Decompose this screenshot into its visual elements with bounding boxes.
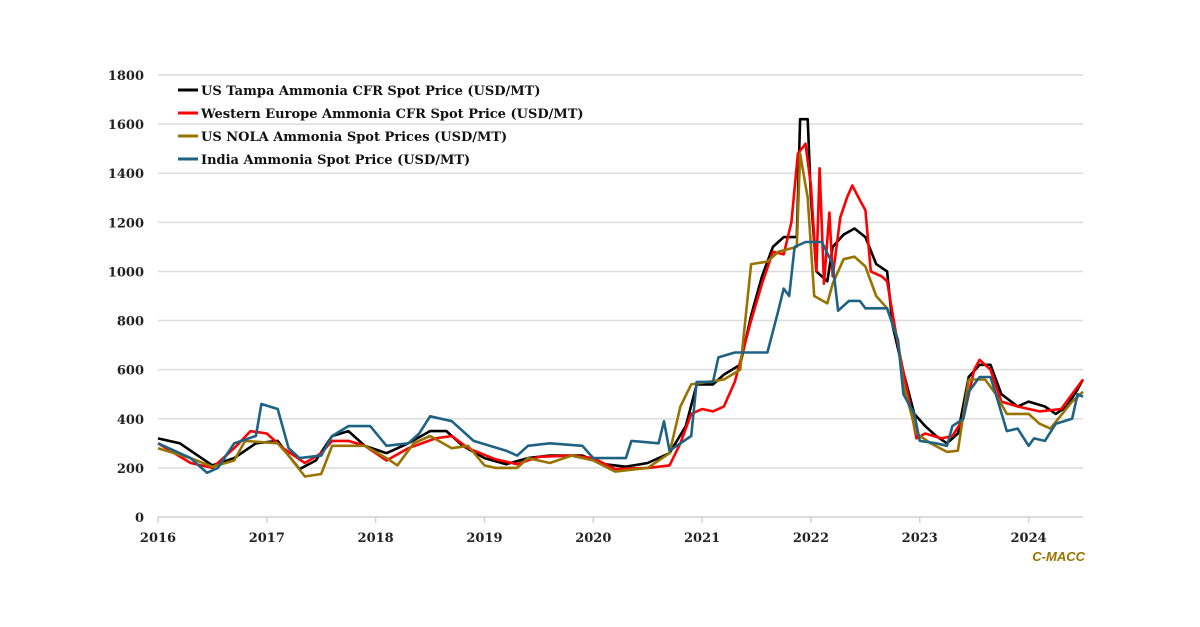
y-tick-label: 0	[135, 511, 144, 526]
series-line-0	[157, 117, 1085, 471]
x-tick-label: 2021	[684, 531, 720, 546]
series-line-2	[157, 152, 1084, 478]
y-tick-label: 400	[117, 413, 144, 428]
y-tick-label: 200	[117, 462, 144, 477]
legend-label-0: US Tampa Ammonia CFR Spot Price (USD/MT)	[201, 84, 540, 99]
legend: US Tampa Ammonia CFR Spot Price (USD/MT)…	[178, 84, 584, 168]
series-line-1	[157, 142, 1085, 471]
y-axis-ticks: 0 200 400 600 800 1000 1200 1400 1600 1800	[108, 69, 144, 526]
y-tick-label: 600	[117, 364, 144, 379]
x-tick-label: 2022	[793, 531, 829, 546]
x-tick-label: 2018	[358, 531, 394, 546]
x-tick-label: 2019	[466, 531, 502, 546]
y-tick-label: 1000	[108, 265, 144, 280]
series-line-3	[157, 240, 1084, 475]
legend-label-1: Western Europe Ammonia CFR Spot Price (U…	[200, 107, 584, 122]
y-tick-label: 1400	[108, 167, 144, 182]
source-credit: C-MACC	[1032, 549, 1085, 564]
series-lines	[157, 117, 1085, 478]
x-tick-label: 2020	[575, 531, 611, 546]
y-tick-label: 800	[117, 315, 144, 330]
x-axis-ticks: 2016 2017 2018 2019 2020 2021 2022 2023 2024	[140, 517, 1047, 546]
x-tick-label: 2024	[1010, 531, 1046, 546]
legend-label-2: US NOLA Ammonia Spot Prices (USD/MT)	[201, 130, 507, 145]
y-tick-label: 1200	[108, 216, 144, 231]
y-tick-label: 1800	[108, 69, 144, 84]
gridlines	[158, 74, 1083, 518]
x-tick-label: 2016	[140, 531, 176, 546]
x-tick-label: 2023	[902, 531, 938, 546]
legend-label-3: India Ammonia Spot Price (USD/MT)	[201, 153, 470, 168]
x-tick-label: 2017	[249, 531, 285, 546]
y-tick-label: 1600	[108, 118, 144, 133]
